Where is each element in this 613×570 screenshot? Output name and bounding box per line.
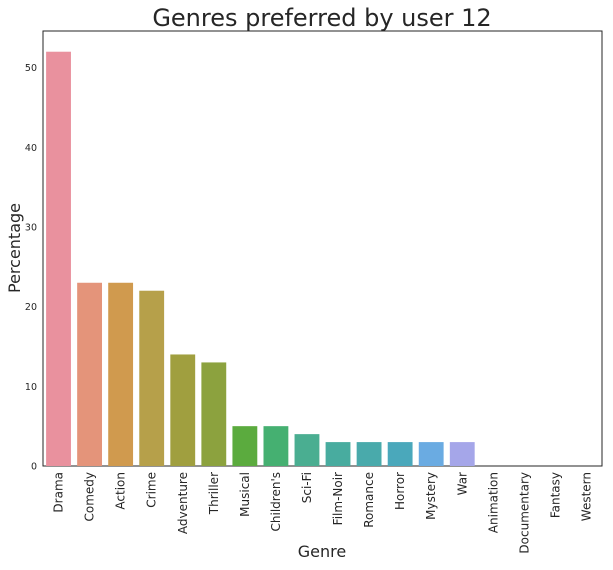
bar-thriller: [201, 362, 227, 466]
y-tick-label: 20: [25, 302, 37, 313]
plot-frame: [42, 30, 603, 467]
x-tick-label: Fantasy: [548, 472, 562, 518]
bar-mystery: [418, 442, 444, 466]
x-tick-label: Children's: [269, 472, 283, 531]
bar-sci-fi: [294, 434, 320, 466]
bar-action: [108, 282, 134, 466]
bar-musical: [232, 426, 258, 466]
bar-children-s: [263, 426, 289, 466]
x-tick-label: Action: [114, 472, 128, 510]
y-axis-title: Percentage: [5, 203, 24, 293]
x-tick-label: Crime: [145, 472, 159, 508]
x-tick-label: Horror: [393, 472, 407, 510]
x-tick-label: Romance: [362, 472, 376, 528]
x-axis-title: Genre: [298, 542, 346, 561]
x-tick-label: Thriller: [207, 472, 221, 515]
y-axis-ticks: 0 10 20 30 40 50: [25, 63, 37, 473]
x-tick-label: Mystery: [424, 472, 438, 520]
x-tick-label: Musical: [238, 472, 252, 517]
bar-adventure: [170, 354, 196, 466]
bar-film-noir: [325, 442, 351, 466]
bar-drama: [46, 51, 71, 466]
x-tick-label: Western: [579, 472, 593, 521]
x-tick-label: Animation: [486, 472, 500, 533]
x-tick-label: Film-Noir: [331, 472, 345, 525]
bar-romance: [356, 442, 382, 466]
bar-crime: [139, 290, 165, 466]
bars: [46, 51, 475, 466]
bar-horror: [387, 442, 413, 466]
x-tick-label: Adventure: [176, 472, 190, 534]
x-tick-label: Comedy: [83, 472, 97, 522]
x-tick-label: Sci-Fi: [300, 472, 314, 503]
y-tick-label: 40: [25, 143, 37, 154]
y-tick-label: 30: [25, 222, 37, 233]
bar-comedy: [77, 282, 103, 466]
bar-war: [449, 442, 475, 466]
x-tick-label: Documentary: [517, 472, 531, 554]
chart-title: Genres preferred by user 12: [152, 4, 491, 32]
y-tick-label: 50: [25, 63, 37, 74]
x-axis-tick-labels: Drama Comedy Action Crime Adventure Thriller M…: [52, 472, 594, 554]
y-tick-label: 0: [31, 462, 37, 473]
x-tick-label: Drama: [52, 472, 66, 513]
y-tick-label: 10: [25, 382, 37, 393]
x-tick-label: War: [455, 472, 469, 495]
